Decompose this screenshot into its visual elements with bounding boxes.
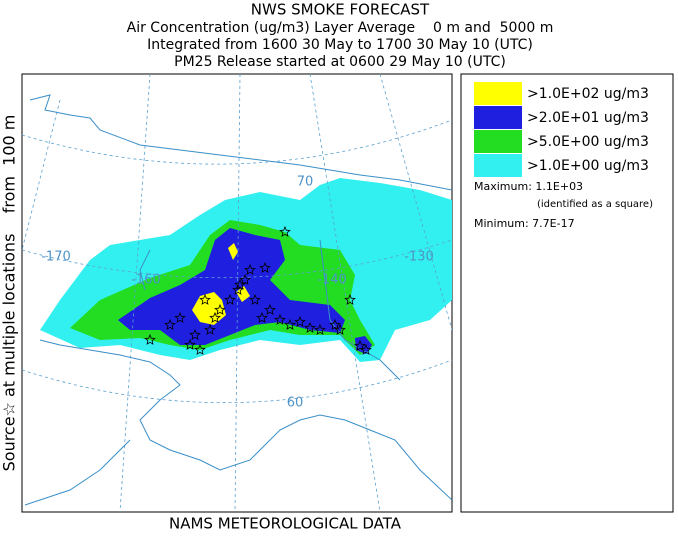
source-marker [274, 313, 286, 325]
graticule-label: -130 [404, 250, 434, 265]
maximum: Maximum: 1.1E+03 [474, 180, 583, 193]
source-marker [279, 225, 291, 237]
source-marker [294, 315, 306, 327]
plume-yellow [228, 243, 238, 260]
plume-blue [118, 228, 345, 345]
subtitle: PM25 Release started at 0600 29 May 10 (… [174, 54, 506, 70]
minimum: Minimum: 7.7E-17 [474, 217, 575, 230]
source-marker [164, 318, 176, 330]
source-marker [256, 311, 268, 323]
legend-label: >2.0E+01 ug/m3 [527, 110, 649, 126]
source-marker [264, 303, 276, 315]
legend-label: >5.0E+00 ug/m3 [527, 134, 649, 150]
source-marker [189, 328, 201, 340]
source-marker [239, 273, 251, 285]
source-marker [204, 323, 216, 335]
source-marker [224, 293, 236, 305]
source-marker [284, 318, 296, 330]
legend-swatch [474, 106, 522, 129]
source-marker [259, 261, 271, 273]
legend-swatch [474, 82, 522, 105]
graticule [22, 239, 452, 279]
plume-blue [355, 336, 372, 354]
graticule [234, 74, 241, 512]
source-marker [314, 323, 326, 335]
graticule-label: 60 [287, 396, 304, 411]
graticule [22, 99, 61, 251]
plume-yellow [236, 286, 250, 302]
graticule [22, 359, 452, 404]
source-marker [244, 263, 256, 275]
plume-yellow [192, 292, 226, 325]
subtitle: Air Concentration (ug/m3) Layer Average … [127, 20, 554, 36]
source-marker [344, 293, 356, 305]
subtitle: Integrated from 1600 30 May to 1700 30 M… [147, 37, 533, 53]
source-marker [329, 318, 341, 330]
source-marker [334, 323, 346, 335]
graticule-label: -160 [131, 273, 161, 288]
footer: NAMS METEOROLOGICAL DATA [169, 515, 402, 533]
maximum-note: (identified as a square) [537, 199, 653, 210]
source-marker [360, 343, 372, 355]
source-marker [214, 303, 226, 315]
graticule-label: 70 [297, 175, 314, 190]
legend: Maximum: 1.1E+03 (identified as a square… [460, 73, 674, 513]
river [139, 249, 151, 291]
map: -170 -160 -140 -130 70 60 [21, 73, 453, 513]
source-marker [194, 343, 206, 355]
graticule [22, 119, 452, 165]
source-marker [209, 311, 221, 323]
source-marker [234, 278, 246, 290]
graticule [309, 74, 381, 512]
legend-swatch [474, 130, 522, 153]
graticule-label: -140 [317, 273, 347, 288]
source-marker [249, 293, 261, 305]
legend-label: >1.0E+00 ug/m3 [527, 158, 649, 174]
side-label: Source☆ at multiple locations from 100 m [0, 115, 19, 472]
source-marker [304, 321, 316, 333]
source-marker [354, 339, 366, 351]
legend-swatch [474, 154, 522, 177]
coastline [39, 339, 452, 501]
coastline [24, 439, 131, 506]
source-marker [144, 333, 156, 345]
source-marker [184, 338, 196, 350]
coastline [29, 94, 452, 191]
graticule [119, 74, 151, 512]
source-marker [174, 311, 186, 323]
title: NWS SMOKE FORECAST [251, 1, 430, 19]
graticule [379, 74, 452, 331]
source-marker [199, 293, 211, 305]
graticule-label: -170 [41, 250, 71, 265]
border [319, 239, 401, 381]
legend-label: >1.0E+02 ug/m3 [527, 86, 649, 102]
